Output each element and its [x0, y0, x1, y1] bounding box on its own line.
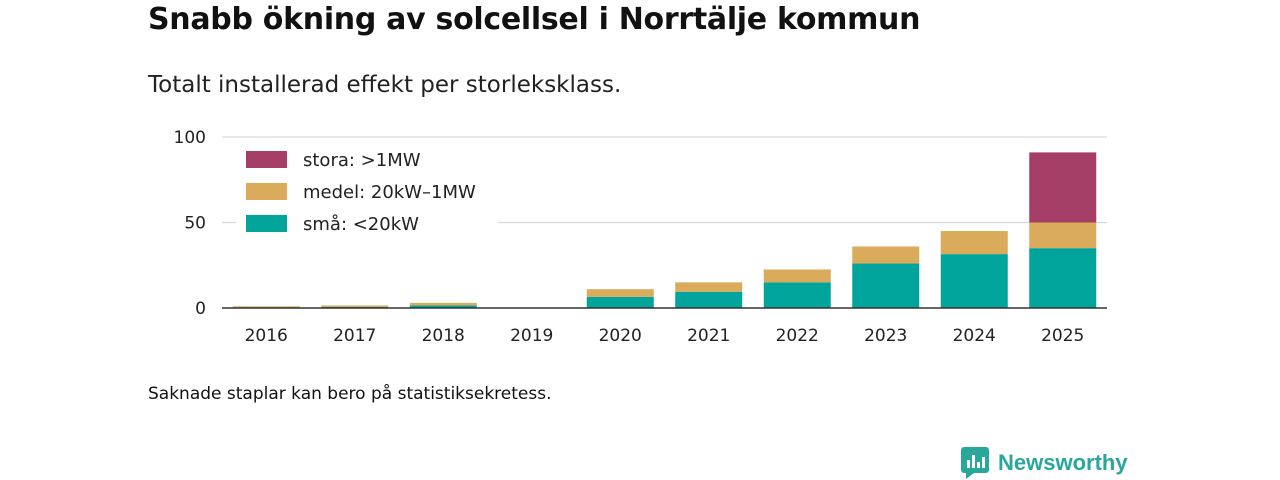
x-tick-label-2016: 2016: [245, 326, 288, 346]
x-tick-label-2023: 2023: [864, 326, 907, 346]
bar-2017-series-1: [321, 305, 389, 307]
x-tick-label-2025: 2025: [1041, 326, 1084, 346]
bar-2022-series-1: [763, 269, 831, 283]
bar-2018-series-1: [409, 302, 477, 306]
chart-title: Snabb ökning av solcellsel i Norrtälje k…: [148, 2, 921, 37]
bar-2023-series-0: [852, 263, 920, 308]
y-tick-label-0: 0: [195, 299, 206, 319]
bar-2018-series-0: [409, 305, 477, 308]
bar-2025-series-2: [1029, 152, 1097, 223]
legend-label-0: stora: >1MW: [303, 150, 421, 171]
bar-2022-series-0: [763, 282, 831, 308]
legend-label-1: medel: 20kW–1MW: [303, 182, 476, 203]
bar-2021-series-0: [675, 291, 743, 308]
chart-subtitle: Totalt installerad effekt per storlekskl…: [148, 72, 622, 98]
x-tick-label-2020: 2020: [599, 326, 642, 346]
x-tick-label-2017: 2017: [333, 326, 376, 346]
bar-2020-series-1: [586, 289, 654, 297]
bar-2023-series-1: [852, 246, 920, 264]
legend-swatch-2: [246, 215, 287, 232]
bar-2024-series-1: [940, 231, 1008, 255]
brand-name: Newsworthy: [998, 450, 1128, 475]
y-tick-label-50: 50: [184, 214, 206, 234]
x-tick-label-2022: 2022: [776, 326, 819, 346]
bar-2021-series-1: [675, 282, 743, 292]
legend-label-2: små: <20kW: [303, 214, 419, 235]
footnote: Saknade staplar kan bero på statistiksek…: [148, 384, 552, 404]
legend-swatch-0: [246, 151, 287, 168]
y-tick-label-100: 100: [174, 128, 206, 148]
newsworthy-logo-icon: [961, 447, 989, 479]
x-tick-label-2018: 2018: [422, 326, 465, 346]
legend-swatch-1: [246, 183, 287, 200]
brand-logo[interactable]: Newsworthy: [960, 446, 1128, 480]
bar-2025-series-0: [1029, 248, 1097, 308]
bar-2016-series-1: [232, 306, 300, 308]
x-tick-label-2021: 2021: [687, 326, 730, 346]
x-tick-label-2019: 2019: [510, 326, 553, 346]
bar-2020-series-0: [586, 296, 654, 308]
x-tick-label-2024: 2024: [953, 326, 996, 346]
bar-2024-series-0: [940, 254, 1008, 308]
bar-2025-series-1: [1029, 222, 1097, 249]
